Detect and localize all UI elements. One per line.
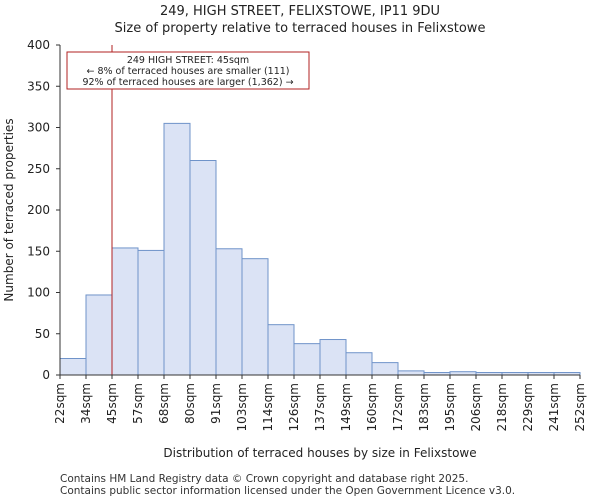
x-tick-label: 34sqm — [79, 383, 93, 424]
bar-13 — [397, 370, 425, 376]
annotation-line-2: ← 8% of terraced houses are smaller (111… — [86, 66, 289, 77]
x-tick-label: 241sqm — [547, 383, 561, 431]
bar-5 — [189, 160, 217, 376]
bar-9 — [293, 343, 321, 376]
x-tick-label: 68sqm — [157, 383, 171, 424]
y-tick-label: 250 — [27, 162, 50, 176]
bar-8 — [267, 324, 295, 376]
y-tick-label: 400 — [27, 38, 50, 52]
y-axis-label: Number of terraced properties — [2, 118, 16, 301]
x-tick-label: 195sqm — [443, 383, 457, 431]
chart-title: 249, HIGH STREET, FELIXSTOWE, IP11 9DU — [159, 4, 441, 19]
x-tick-label: 103sqm — [235, 383, 249, 431]
bar-7 — [241, 258, 269, 376]
bar-6 — [215, 248, 243, 376]
bar-10 — [319, 339, 347, 376]
x-tick-label: 22sqm — [53, 383, 67, 424]
x-tick-label: 57sqm — [131, 383, 145, 424]
x-tick-label: 114sqm — [261, 383, 275, 431]
y-tick-label: 0 — [42, 368, 50, 382]
annotation-line-1: 249 HIGH STREET: 45sqm — [127, 55, 249, 66]
y-tick-label: 350 — [27, 79, 50, 93]
y-tick-label: 150 — [27, 244, 50, 258]
x-tick-label: 126sqm — [287, 383, 301, 431]
x-tick-label: 45sqm — [105, 383, 119, 424]
bar-3 — [137, 249, 165, 376]
bar-2 — [111, 247, 139, 376]
y-tick-label: 200 — [27, 203, 50, 217]
x-tick-label: 183sqm — [417, 383, 431, 431]
x-tick-label: 80sqm — [183, 383, 197, 424]
x-tick-label: 149sqm — [339, 383, 353, 431]
bar-12 — [371, 362, 399, 376]
footer-licence: Contains public sector information licen… — [60, 485, 516, 497]
chart-subtitle: Size of property relative to terraced ho… — [114, 21, 486, 36]
x-tick-label: 91sqm — [209, 383, 223, 424]
y-tick-label: 300 — [27, 121, 50, 135]
bar-4 — [163, 122, 191, 376]
x-tick-label: 218sqm — [495, 383, 509, 431]
y-tick-label: 50 — [35, 327, 50, 341]
bar-0 — [59, 358, 87, 376]
annotation-line-3: 92% of terraced houses are larger (1,362… — [82, 77, 293, 88]
x-tick-label: 252sqm — [573, 383, 587, 431]
bar-1 — [85, 294, 113, 376]
bar-11 — [345, 352, 373, 376]
footer-copyright: Contains HM Land Registry data © Crown c… — [60, 473, 469, 485]
annotation-box — [66, 51, 310, 90]
x-axis-label: Distribution of terraced houses by size … — [163, 446, 476, 460]
x-tick-label: 160sqm — [365, 383, 379, 431]
x-tick-label: 172sqm — [391, 383, 405, 431]
y-tick-label: 100 — [27, 286, 50, 300]
x-tick-label: 229sqm — [521, 383, 535, 431]
x-tick-label: 137sqm — [313, 383, 327, 431]
x-tick-label: 206sqm — [469, 383, 483, 431]
